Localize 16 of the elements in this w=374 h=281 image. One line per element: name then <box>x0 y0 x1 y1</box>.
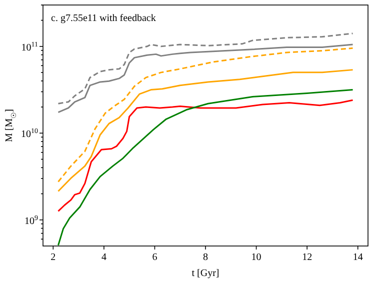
x-axis-title: t [Gyr] <box>192 268 220 279</box>
x-tick-label: 4 <box>101 252 106 263</box>
text: c. g7.55e11 with feedback <box>51 13 156 24</box>
x-tick-label: 6 <box>152 252 158 263</box>
y-tick-label: 10$^{11}$ <box>21 40 38 54</box>
x-tick-label: 10 <box>251 252 262 263</box>
x-tick-label: 14 <box>352 252 363 263</box>
x-tick-label: 2 <box>50 252 56 263</box>
x-tick-label: 8 <box>203 252 208 263</box>
y-tick-label: 10$^{10}$ <box>21 127 38 140</box>
line-series <box>57 99 354 212</box>
line-series <box>57 89 354 246</box>
y-tick-label: 10$^{9}$ <box>24 214 38 227</box>
line-series <box>57 69 354 192</box>
line-series <box>57 47 354 183</box>
x-tick-label: 12 <box>302 252 312 263</box>
